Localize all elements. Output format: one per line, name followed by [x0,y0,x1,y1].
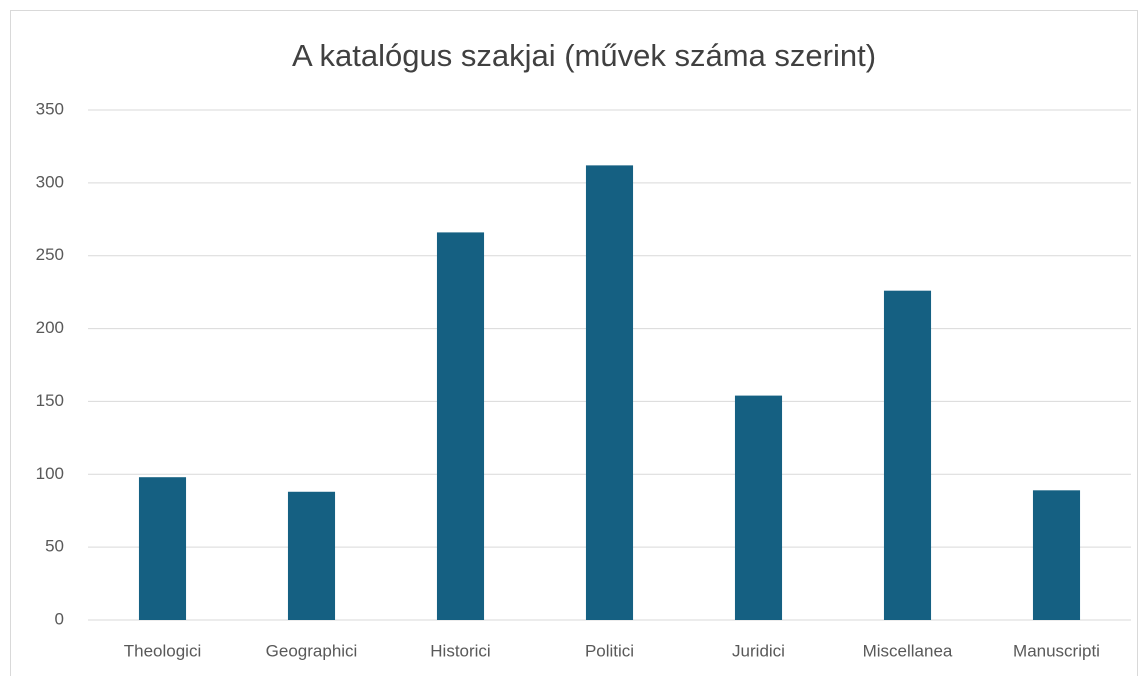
bar [138,477,187,620]
chart-frame [10,10,1138,676]
bar [1032,490,1081,620]
y-tick-label: 250 [36,245,64,264]
x-tick-label: Miscellanea [863,641,953,660]
y-tick-label: 50 [45,537,64,556]
y-tick-label: 0 [55,609,64,628]
y-tick-label: 100 [36,464,64,483]
bar [883,290,932,620]
bar [585,165,634,620]
bar [734,395,783,620]
y-tick-label: 350 [36,99,64,118]
x-tick-label: Politici [585,641,634,660]
y-tick-label: 200 [36,318,64,337]
x-tick-label: Juridici [732,641,785,660]
x-tick-label: Theologici [124,641,202,660]
y-tick-label: 150 [36,391,64,410]
x-tick-label: Geographici [266,641,358,660]
y-tick-label: 300 [36,172,64,191]
bar [436,232,485,620]
chart-title: A katalógus szakjai (művek száma szerint… [292,38,876,73]
bar [287,491,336,620]
x-tick-label: Manuscripti [1013,641,1100,660]
x-tick-label: Historici [430,641,490,660]
